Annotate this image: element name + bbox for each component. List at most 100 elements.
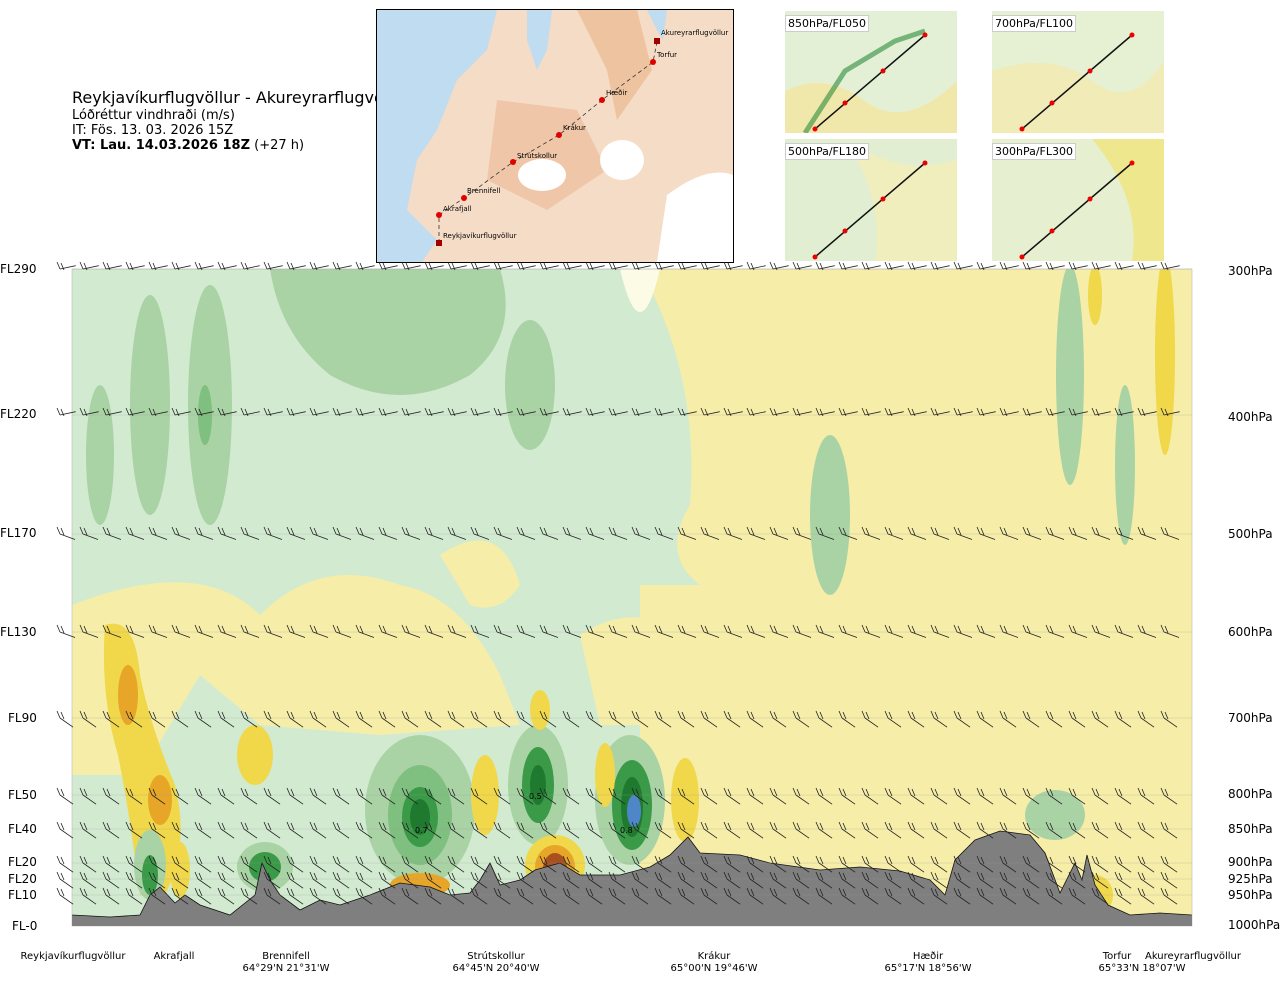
- wind-barb: [56, 261, 76, 271]
- wind-barb: [125, 261, 145, 271]
- wind-barb: [1091, 526, 1111, 540]
- wind-barb: [240, 855, 258, 873]
- wind-barb: [424, 855, 442, 873]
- wind-barb: [930, 887, 948, 905]
- wind-barb: [654, 710, 672, 728]
- wind-barb: [792, 407, 812, 417]
- wind-barb: [240, 407, 260, 417]
- wind-barb: [792, 821, 810, 839]
- wind-barb: [861, 407, 881, 417]
- wind-barb: [953, 407, 973, 417]
- map-label-reykjavik: Reykjavíkurflugvöllur: [443, 232, 517, 240]
- wind-barb: [332, 710, 350, 728]
- fl-label-4: FL90: [8, 711, 37, 725]
- wind-barb: [1160, 624, 1180, 638]
- wind-barb: [631, 710, 649, 728]
- wind-barb: [309, 887, 327, 905]
- wind-barb: [953, 261, 973, 271]
- wind-barb: [815, 855, 833, 873]
- wind-barb: [309, 787, 327, 805]
- wind-barb: [309, 407, 329, 417]
- wind-barb: [355, 526, 375, 540]
- wind-barb: [953, 871, 971, 889]
- annotation-0: 0.7: [415, 826, 428, 835]
- waypoint-akureyri-marker: [654, 38, 660, 44]
- wind-barb: [56, 787, 74, 805]
- wind-barb: [631, 871, 649, 889]
- wind-barb: [1091, 787, 1109, 805]
- wind-barb: [1022, 887, 1040, 905]
- mini-map-300-label: 300hPa/FL300: [992, 143, 1077, 160]
- wind-barb: [125, 526, 145, 540]
- wind-barb: [562, 710, 580, 728]
- wind-barb: [677, 887, 695, 905]
- wind-barb: [1068, 526, 1088, 540]
- wind-barb: [999, 871, 1017, 889]
- wind-barb: [769, 887, 787, 905]
- wind-barb: [79, 871, 97, 889]
- wind-barb: [1045, 261, 1065, 271]
- wind-barb: [1068, 787, 1086, 805]
- wind-barb: [884, 526, 904, 540]
- location-4-name: Krákur: [697, 951, 731, 962]
- wind-barb: [332, 261, 352, 271]
- p-label-2: 500hPa: [1228, 527, 1273, 541]
- wind-barb: [1114, 871, 1132, 889]
- p-label-9: 950hPa: [1228, 888, 1273, 902]
- map-label-brennifell: Brennifell: [467, 187, 500, 195]
- wind-barb: [677, 261, 697, 271]
- location-2: Brennifell 64°29'N 21°31'W: [236, 951, 336, 975]
- wind-barb: [401, 887, 419, 905]
- waypoint-torfur-marker: [650, 59, 656, 65]
- wind-barb: [1114, 624, 1134, 638]
- wind-barb: [677, 855, 695, 873]
- route-map-svg: Reykjavíkurflugvöllur Akrafjall Brennife…: [377, 10, 733, 262]
- wind-barb: [1160, 855, 1178, 873]
- wind-barb: [976, 261, 996, 271]
- wind-barb: [815, 821, 833, 839]
- wind-barb: [171, 261, 191, 271]
- wind-barb: [631, 261, 651, 271]
- fl-label-7: FL20: [8, 855, 37, 869]
- wind-barb: [493, 624, 513, 638]
- wind-barb: [953, 624, 973, 638]
- wind-barb: [700, 407, 720, 417]
- wind-barb: [907, 526, 927, 540]
- wind-barb: [631, 787, 649, 805]
- wind-barb: [907, 821, 925, 839]
- wind-barb: [240, 821, 258, 839]
- wind-barb: [1045, 710, 1063, 728]
- wind-barb: [884, 787, 902, 805]
- wind-barb: [631, 407, 651, 417]
- map-label-akureyri: Akureyrarflugvöllur: [661, 29, 728, 37]
- wind-barb: [194, 261, 214, 271]
- wind-barb: [677, 871, 695, 889]
- wind-barb: [930, 855, 948, 873]
- wind-barb: [286, 871, 304, 889]
- wind-barb: [378, 710, 396, 728]
- wind-barb: [171, 855, 189, 873]
- wind-barb: [424, 407, 444, 417]
- wind-barb: [723, 407, 743, 417]
- wind-barb: [999, 407, 1019, 417]
- wind-barb: [493, 710, 511, 728]
- wind-barb: [608, 887, 626, 905]
- location-7: Akureyrarflugvöllur: [1144, 951, 1242, 963]
- wind-barb: [1114, 821, 1132, 839]
- wind-barb: [102, 871, 120, 889]
- wind-barb: [470, 787, 488, 805]
- wind-barb: [930, 710, 948, 728]
- wind-barb: [447, 787, 465, 805]
- valid-time-bold: VT: Lau. 14.03.2026 18Z: [72, 138, 251, 153]
- wind-barb: [355, 261, 375, 271]
- wind-barb: [1114, 261, 1134, 271]
- wind-barb: [861, 855, 879, 873]
- wind-barb: [148, 821, 166, 839]
- wind-barb: [194, 871, 212, 889]
- wind-barb: [355, 407, 375, 417]
- wind-barb: [769, 407, 789, 417]
- wind-barb: [102, 887, 120, 905]
- mini-map-850-label: 850hPa/FL050: [785, 15, 870, 32]
- wind-barb: [1045, 407, 1065, 417]
- wind-barb: [401, 526, 421, 540]
